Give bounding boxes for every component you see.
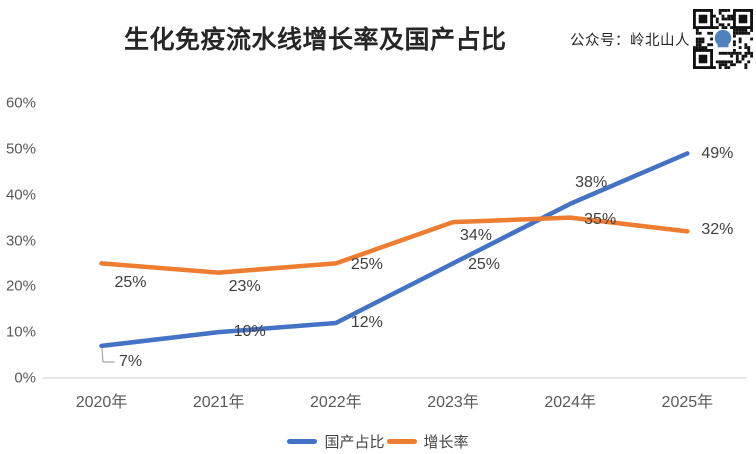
data-label: 38% [575,173,608,191]
data-label: 10% [233,323,266,341]
x-axis-label: 2025年 [661,394,714,411]
legend-swatch-domestic-share [287,439,318,444]
data-label: 23% [228,277,261,295]
legend-item-growth-rate: 增长率 [386,431,469,452]
y-tick-label: 0% [14,369,36,387]
legend: 国产占比 增长率 [0,431,756,452]
data-label: 25% [114,274,147,292]
data-label: 35% [584,210,617,228]
data-label: 34% [459,227,493,245]
y-tick-label: 40% [5,186,36,204]
y-tick-label: 50% [5,140,36,158]
legend-label: 国产占比 [324,434,385,451]
data-label: 32% [701,221,734,239]
data-label: 49% [701,145,734,163]
y-tick-label: 10% [5,323,36,341]
series-line-0 [99,151,690,349]
x-axis-label: 2022年 [310,394,362,411]
wechat-account-label: 公众号：岭北山人 [570,33,690,49]
qr-code-icon [692,9,754,69]
x-axis-label: 2021年 [192,394,245,411]
data-label: 12% [350,314,383,331]
x-axis-label: 2023年 [427,394,479,411]
chart-title: 生化免疫流水线增长率及国产占比 [124,26,507,54]
x-axis-label: 2024年 [544,394,596,411]
legend-item-domestic-share: 国产占比 [287,431,385,452]
data-label: 7% [118,352,143,370]
data-label: 25% [467,256,501,274]
y-tick-label: 30% [5,232,36,249]
legend-label: 增长率 [423,434,469,451]
y-tick-label: 60% [5,94,36,112]
data-label: 25% [350,256,383,274]
series-line-1 [99,215,690,275]
label-leader-line [101,348,115,363]
x-axis-label: 2020年 [75,394,128,411]
qr-pattern [693,9,753,69]
legend-swatch-growth-rate [386,439,417,444]
y-tick-label: 20% [5,277,36,295]
